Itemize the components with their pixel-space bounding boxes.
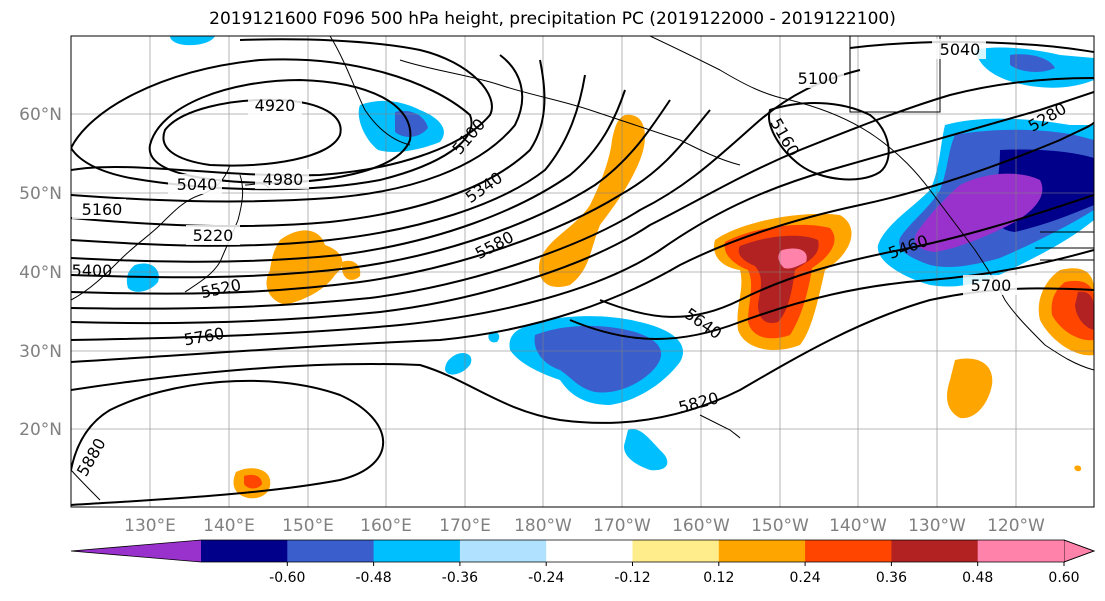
- colorbar-swatch: [632, 540, 720, 562]
- map-frame: [70, 35, 1095, 508]
- longitude-label: 170°W: [593, 516, 651, 536]
- colorbar-swatch: [805, 540, 892, 562]
- colorbar-tick-label: -0.60: [269, 570, 305, 586]
- colorbar-swatch: [977, 540, 1064, 562]
- longitude-label: 170°E: [439, 516, 491, 536]
- colorbar-swatch: [718, 540, 806, 562]
- contour-label: 5400: [72, 261, 113, 280]
- colorbar-tick-label: -0.12: [614, 570, 650, 586]
- contour-label: 4920: [255, 96, 296, 115]
- longitude-label: 160°W: [672, 516, 730, 536]
- contour-label: 5160: [82, 200, 123, 219]
- colorbar: -0.60 -0.48 -0.36 -0.24 -0.12 0.12 0.24 0.36 0.4…: [70, 539, 1096, 586]
- colorbar-swatch: [373, 540, 461, 562]
- colorbar-outline: [70, 539, 1096, 563]
- graticule: [71, 36, 1094, 507]
- contour-label: 5040: [177, 175, 218, 194]
- longitude-label: 150°E: [282, 516, 334, 536]
- longitude-label: 140°E: [203, 516, 255, 536]
- colorbar-swatch: [201, 540, 288, 562]
- longitude-label: 160°E: [360, 516, 412, 536]
- map-plot-area: 4920 4980 5040 5100 5160 5220 5280 5340 …: [71, 36, 1094, 507]
- longitude-label: 140°W: [829, 516, 887, 536]
- latitude-label: 50°N: [19, 184, 62, 204]
- longitude-label: 150°W: [751, 516, 809, 536]
- colorbar-swatch: [546, 540, 633, 562]
- longitude-label: 130°W: [908, 516, 966, 536]
- longitude-labels: 130°E 140°E 150°E 160°E 170°E 180°W 170°…: [124, 516, 1045, 536]
- latitude-labels: 60°N 50°N 40°N 30°N 20°N: [19, 105, 62, 440]
- height-contours: [71, 38, 1094, 506]
- map-title: 2019121600 F096 500 hPa height, precipit…: [209, 9, 896, 29]
- colorbar-tick-label: -0.24: [528, 570, 564, 586]
- latitude-label: 40°N: [19, 263, 62, 283]
- colorbar-swatch: [287, 540, 375, 562]
- longitude-label: 120°W: [987, 516, 1045, 536]
- contour-label: 5880: [73, 435, 110, 480]
- colorbar-tick-label: -0.48: [355, 570, 391, 586]
- colorbar-tick-label: -0.36: [442, 570, 478, 586]
- contour-label: 5700: [971, 276, 1012, 295]
- contour-label: 5160: [766, 115, 803, 160]
- colorbar-swatch: [891, 540, 979, 562]
- contour-label: 5100: [798, 69, 839, 88]
- contour-label: 4980: [263, 170, 304, 189]
- colorbar-swatch: [459, 540, 547, 562]
- contour-label: 5760: [182, 324, 225, 350]
- latitude-label: 30°N: [19, 342, 62, 362]
- contour-label: 5040: [940, 40, 981, 59]
- colorbar-tick-label: 0.48: [962, 570, 993, 586]
- colorbar-tick-label: 0.36: [876, 570, 907, 586]
- longitude-label: 180°W: [514, 516, 572, 536]
- longitude-label: 130°E: [124, 516, 176, 536]
- colorbar-tick-label: 0.12: [703, 570, 734, 586]
- contour-label: 5820: [676, 388, 720, 417]
- contour-label: 5220: [193, 226, 234, 245]
- colorbar-extend-low: [71, 540, 201, 562]
- contour-label: 5520: [199, 275, 243, 302]
- colorbar-tick-label: 0.60: [1048, 570, 1079, 586]
- latitude-label: 60°N: [19, 105, 62, 125]
- colorbar-tick-label: 0.24: [790, 570, 821, 586]
- latitude-label: 20°N: [19, 420, 62, 440]
- colorbar-extend-high: [1063, 539, 1096, 563]
